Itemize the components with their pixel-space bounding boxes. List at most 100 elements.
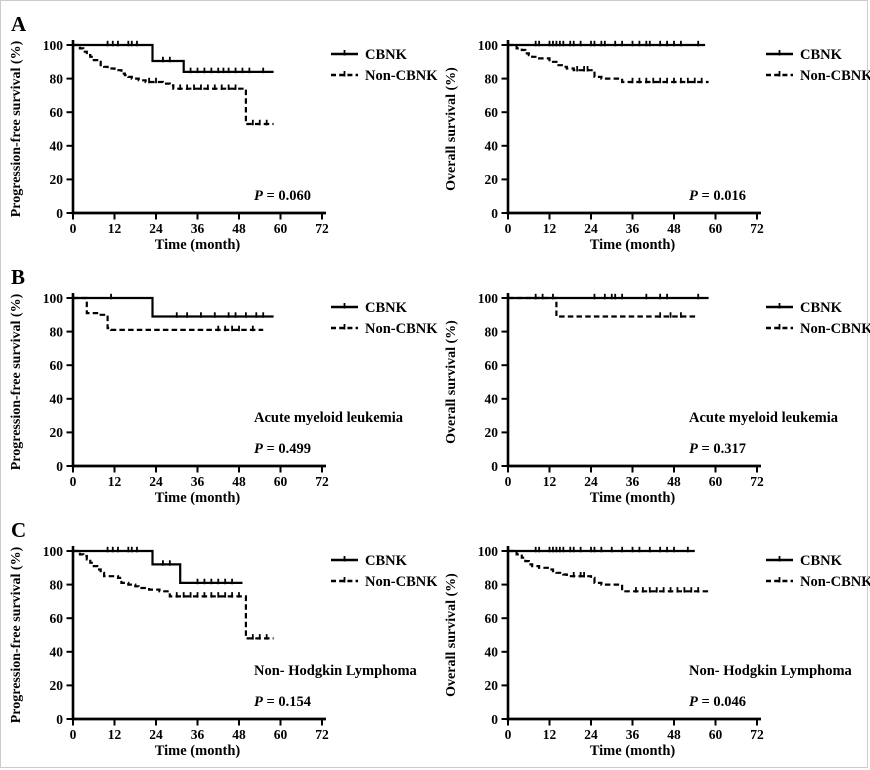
- x-tick-label: 48: [232, 221, 246, 236]
- annotation: Acute myeloid leukemia: [254, 410, 404, 426]
- x-tick-label: 60: [709, 727, 723, 742]
- figure-row-C: 0 20 40 60 80 100 0 12 24 36 48 60 72 Time (month) Pro…: [1, 515, 870, 768]
- y-tick-label: 60: [485, 611, 499, 626]
- y-tick-label: 40: [50, 645, 64, 660]
- x-tick-label: 0: [505, 727, 512, 742]
- km-plot-B-pfs: 0 20 40 60 80 100 0 12 24 36 48 60 72 Time (month) Pro…: [9, 265, 438, 506]
- x-axis-title: Time (month): [590, 743, 676, 759]
- p-value: P = 0.016: [689, 188, 746, 204]
- series-Non-CBNK: [508, 549, 709, 593]
- y-tick-label: 20: [485, 172, 499, 187]
- x-tick-label: 36: [626, 474, 640, 489]
- p-symbol: P: [254, 188, 263, 204]
- x-tick-label: 24: [149, 474, 163, 489]
- x-tick-label: 60: [274, 727, 288, 742]
- series-Non-CBNK: [73, 296, 264, 331]
- chart-B-pfs: 0 20 40 60 80 100 0 12 24 36 48 60 72 Time (month) Pro…: [1, 262, 438, 515]
- y-tick-label: 40: [485, 139, 499, 154]
- p-rest: = 0.154: [263, 694, 311, 710]
- x-tick-label: 24: [149, 221, 163, 236]
- y-tick-label: 80: [50, 324, 64, 339]
- legend-label: CBNK: [365, 47, 408, 63]
- series-Non-CBNK: [508, 43, 709, 84]
- x-tick-label: 36: [191, 474, 205, 489]
- annotation: Non- Hodgkin Lymphoma: [254, 663, 418, 679]
- legend-label: Non-CBNK: [800, 321, 870, 337]
- y-tick-label: 0: [491, 459, 498, 474]
- x-tick-label: 36: [626, 727, 640, 742]
- x-tick-label: 12: [108, 221, 122, 236]
- y-tick-label: 20: [485, 425, 499, 440]
- p-value: P = 0.499: [254, 441, 311, 457]
- x-tick-label: 36: [191, 727, 205, 742]
- x-axis-title: Time (month): [590, 490, 676, 506]
- legend-label: CBNK: [800, 300, 843, 316]
- panel-label: C: [11, 518, 26, 542]
- y-tick-label: 60: [50, 105, 64, 120]
- x-tick-label: 60: [709, 221, 723, 236]
- legend-label: CBNK: [800, 553, 843, 569]
- panel-label: B: [11, 265, 25, 289]
- x-tick-label: 48: [667, 474, 681, 489]
- y-tick-label: 100: [43, 38, 64, 53]
- x-tick-label: 12: [108, 727, 122, 742]
- p-value: P = 0.154: [254, 694, 311, 710]
- legend-label: Non-CBNK: [800, 68, 870, 84]
- series-Non-CBNK: [73, 43, 274, 126]
- y-tick-label: 80: [485, 324, 499, 339]
- y-tick-label: 0: [56, 712, 63, 727]
- annotation: Acute myeloid leukemia: [689, 410, 839, 426]
- x-tick-label: 0: [70, 221, 77, 236]
- y-tick-label: 100: [43, 291, 64, 306]
- chart-C-os: 0 20 40 60 80 100 0 12 24 36 48 60 72 Time (month) Ove…: [436, 515, 870, 768]
- x-tick-label: 72: [315, 727, 329, 742]
- legend-label: CBNK: [365, 553, 408, 569]
- km-plot-C-os: 0 20 40 60 80 100 0 12 24 36 48 60 72 Time (month) Ove…: [444, 544, 870, 759]
- x-tick-label: 60: [274, 474, 288, 489]
- x-tick-label: 12: [108, 474, 122, 489]
- y-axis-title: Overall survival (%): [444, 67, 459, 191]
- x-tick-label: 12: [543, 221, 557, 236]
- series-Non-CBNK: [73, 549, 274, 640]
- series-CBNK: [73, 296, 274, 318]
- chart-A-os: 0 20 40 60 80 100 0 12 24 36 48 60 72 Time (month) Ove…: [436, 9, 870, 262]
- x-tick-label: 24: [584, 474, 598, 489]
- legend-label: Non-CBNK: [365, 68, 438, 84]
- x-tick-label: 48: [667, 727, 681, 742]
- p-symbol: P: [254, 441, 263, 457]
- chart-B-os: 0 20 40 60 80 100 0 12 24 36 48 60 72 Time (month) Ove…: [436, 262, 870, 515]
- y-axis-title: Overall survival (%): [444, 320, 459, 444]
- y-tick-label: 60: [50, 358, 64, 373]
- x-tick-label: 0: [505, 474, 512, 489]
- x-tick-label: 48: [667, 221, 681, 236]
- x-tick-label: 36: [626, 221, 640, 236]
- p-rest: = 0.016: [698, 188, 746, 204]
- panel-label: A: [11, 12, 27, 36]
- km-plot-A-pfs: 0 20 40 60 80 100 0 12 24 36 48 60 72 Time (month) Pro…: [9, 12, 438, 253]
- x-tick-label: 24: [584, 221, 598, 236]
- x-tick-label: 0: [505, 221, 512, 236]
- y-tick-label: 40: [485, 645, 499, 660]
- y-tick-label: 20: [50, 678, 64, 693]
- x-axis-title: Time (month): [155, 237, 241, 253]
- p-symbol: P: [689, 694, 698, 710]
- y-tick-label: 0: [491, 206, 498, 221]
- p-value: P = 0.046: [689, 694, 746, 710]
- y-tick-label: 40: [485, 392, 499, 407]
- y-tick-label: 100: [478, 544, 499, 559]
- x-tick-label: 12: [543, 474, 557, 489]
- legend-label: CBNK: [365, 300, 408, 316]
- y-tick-label: 40: [50, 392, 64, 407]
- series-CBNK: [73, 43, 274, 73]
- p-rest: = 0.317: [698, 441, 746, 457]
- legend-label: Non-CBNK: [800, 574, 870, 590]
- y-tick-label: 80: [485, 577, 499, 592]
- x-tick-label: 60: [709, 474, 723, 489]
- x-tick-label: 24: [584, 727, 598, 742]
- p-rest: = 0.499: [263, 441, 311, 457]
- x-tick-label: 72: [315, 474, 329, 489]
- series-CBNK: [73, 549, 243, 584]
- legend-label: Non-CBNK: [365, 321, 438, 337]
- p-symbol: P: [689, 188, 698, 204]
